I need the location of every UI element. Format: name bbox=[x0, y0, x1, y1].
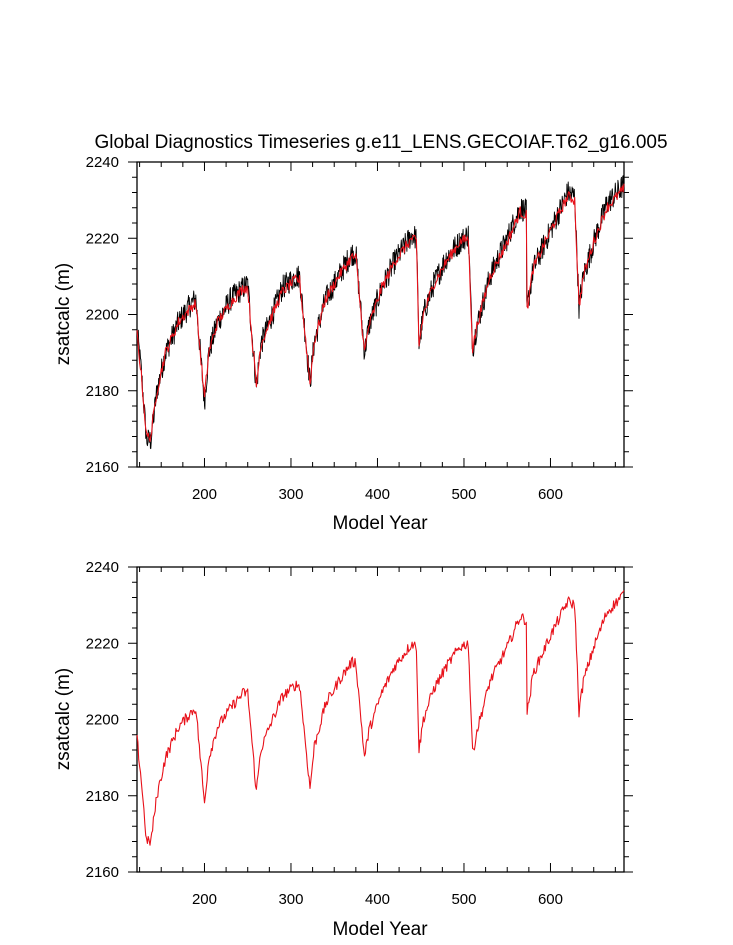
bottom-xaxis-label: Model Year bbox=[332, 919, 428, 940]
top-xaxis-label: Model Year bbox=[332, 513, 428, 534]
bottom-plot-frame bbox=[136, 566, 625, 873]
top-plot-frame bbox=[136, 161, 625, 468]
top-ytick-label: 2240 bbox=[86, 154, 119, 171]
top-series-line-annual bbox=[136, 174, 625, 450]
bottom-xtick-label: 600 bbox=[538, 891, 563, 908]
top-ytick-label: 2200 bbox=[86, 307, 119, 324]
top-tick-labels: 200 300 400 500 600 2160 2180 2200 2220 2240 bbox=[86, 154, 563, 503]
top-xtick-label: 500 bbox=[451, 486, 476, 503]
bottom-xtick-label: 200 bbox=[192, 891, 217, 908]
bottom-tick-labels: 200 300 400 500 600 2160 2180 2200 2220 2240 bbox=[86, 559, 563, 908]
top-xtick-label: 200 bbox=[192, 486, 217, 503]
top-panel: 200 300 400 500 600 2160 2180 2200 2220 2240 Mode… bbox=[53, 154, 633, 534]
bottom-xtick-label: 400 bbox=[365, 891, 390, 908]
bottom-xtick-label: 300 bbox=[278, 891, 303, 908]
bottom-series bbox=[136, 590, 625, 846]
bottom-ytick-label: 2180 bbox=[86, 788, 119, 805]
top-series bbox=[136, 174, 625, 450]
bottom-axis-ticks bbox=[128, 566, 633, 873]
chart-title: Global Diagnostics Timeseries g.e11_LENS… bbox=[94, 132, 667, 153]
top-xtick-label: 400 bbox=[365, 486, 390, 503]
bottom-series-line-smoothed bbox=[136, 590, 625, 846]
bottom-ytick-label: 2160 bbox=[86, 864, 119, 881]
bottom-panel: 200 300 400 500 600 2160 2180 2200 2220 2240 Mode… bbox=[53, 559, 633, 940]
top-ytick-label: 2180 bbox=[86, 383, 119, 400]
top-series-line-smoothed bbox=[136, 183, 625, 443]
top-xtick-label: 300 bbox=[278, 486, 303, 503]
top-xtick-label: 600 bbox=[538, 486, 563, 503]
top-ytick-label: 2160 bbox=[86, 459, 119, 476]
bottom-xtick-label: 500 bbox=[451, 891, 476, 908]
bottom-yaxis-label: zsatcalc (m) bbox=[53, 668, 74, 770]
top-yaxis-label: zsatcalc (m) bbox=[53, 263, 74, 365]
bottom-ytick-label: 2220 bbox=[86, 635, 119, 652]
bottom-ytick-label: 2240 bbox=[86, 559, 119, 576]
top-ytick-label: 2220 bbox=[86, 230, 119, 247]
top-axis-ticks bbox=[128, 161, 633, 468]
bottom-ytick-label: 2200 bbox=[86, 712, 119, 729]
